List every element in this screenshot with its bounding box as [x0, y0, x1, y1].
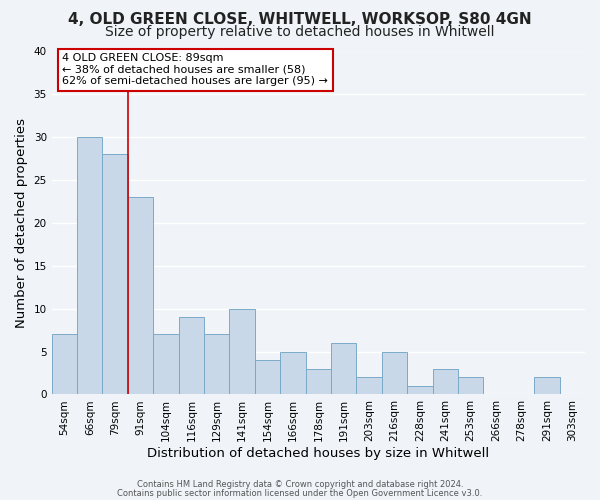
- Bar: [331, 343, 356, 394]
- Bar: [255, 360, 280, 394]
- X-axis label: Distribution of detached houses by size in Whitwell: Distribution of detached houses by size …: [147, 447, 490, 460]
- Bar: [433, 368, 458, 394]
- Text: Contains public sector information licensed under the Open Government Licence v3: Contains public sector information licen…: [118, 488, 482, 498]
- Bar: [534, 378, 560, 394]
- Bar: [153, 334, 179, 394]
- Text: Size of property relative to detached houses in Whitwell: Size of property relative to detached ho…: [105, 25, 495, 39]
- Bar: [280, 352, 305, 395]
- Bar: [458, 378, 484, 394]
- Bar: [356, 378, 382, 394]
- Bar: [204, 334, 229, 394]
- Bar: [52, 334, 77, 394]
- Bar: [382, 352, 407, 395]
- Text: 4, OLD GREEN CLOSE, WHITWELL, WORKSOP, S80 4GN: 4, OLD GREEN CLOSE, WHITWELL, WORKSOP, S…: [68, 12, 532, 28]
- Bar: [77, 137, 103, 394]
- Text: 4 OLD GREEN CLOSE: 89sqm
← 38% of detached houses are smaller (58)
62% of semi-d: 4 OLD GREEN CLOSE: 89sqm ← 38% of detach…: [62, 53, 328, 86]
- Bar: [179, 318, 204, 394]
- Bar: [305, 368, 331, 394]
- Bar: [128, 198, 153, 394]
- Text: Contains HM Land Registry data © Crown copyright and database right 2024.: Contains HM Land Registry data © Crown c…: [137, 480, 463, 489]
- Bar: [407, 386, 433, 394]
- Y-axis label: Number of detached properties: Number of detached properties: [15, 118, 28, 328]
- Bar: [103, 154, 128, 394]
- Bar: [229, 308, 255, 394]
